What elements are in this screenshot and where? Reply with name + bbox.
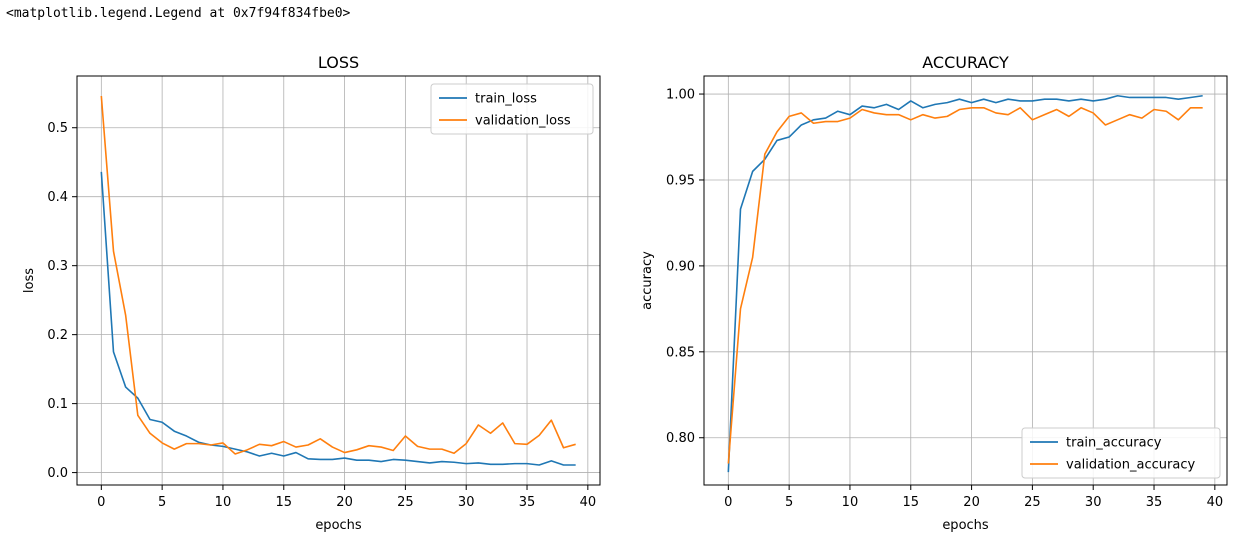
- x-tick-label: 40: [580, 495, 597, 510]
- chart-title: LOSS: [318, 53, 359, 72]
- series-line-train-accuracy: [727, 94, 1203, 473]
- y-axis-label: loss: [22, 268, 37, 293]
- loss-chart: 0 5 10 15 20 25 30 35 40 0.0 0.1 0.2 0.3 0.4 0.5 LOSS ep…: [22, 53, 601, 533]
- plot-frame: [703, 75, 1228, 486]
- y-tick-label: 0.0: [47, 466, 68, 481]
- x-tick-label: 30: [458, 495, 475, 510]
- series-line-train-loss: [100, 171, 576, 466]
- x-tick-label: 15: [275, 495, 292, 510]
- x-tick-label: 5: [785, 495, 793, 510]
- x-axis-label: epochs: [942, 518, 989, 533]
- x-tick-label: 0: [97, 495, 105, 510]
- y-tick-label: 0.90: [666, 259, 695, 274]
- x-tick-label: 20: [336, 495, 353, 510]
- x-tick-label: 5: [158, 495, 166, 510]
- x-tick-label: 20: [963, 495, 980, 510]
- chart-title: ACCURACY: [922, 53, 1009, 72]
- y-tick-label: 0.1: [47, 397, 68, 412]
- x-tick-label: 10: [215, 495, 232, 510]
- y-tick-label: 0.4: [47, 190, 68, 205]
- legend-label-train-loss: train_loss: [475, 92, 537, 107]
- cell-output-text: <matplotlib.legend.Legend at 0x7f94f834f…: [6, 6, 351, 21]
- x-tick-label: 35: [1146, 495, 1163, 510]
- y-tick-label: 1.00: [666, 88, 695, 103]
- y-tick-label: 0.95: [666, 173, 695, 188]
- x-tick-label: 30: [1085, 495, 1102, 510]
- y-axis-label: accuracy: [640, 251, 655, 310]
- legend-box: [430, 83, 594, 135]
- x-tick-label: 10: [842, 495, 859, 510]
- series-line-validation-accuracy: [727, 106, 1203, 464]
- x-tick-label: 35: [519, 495, 536, 510]
- y-tick-label: 0.85: [666, 345, 695, 360]
- plot-frame: [76, 75, 601, 486]
- legend-label-validation-accuracy: validation_accuracy: [1066, 458, 1195, 473]
- x-tick-label: 25: [397, 495, 414, 510]
- accuracy-chart: 0 5 10 15 20 25 30 35 40 0.80 0.85 0.90 0.95 1.00 ACCU…: [640, 53, 1228, 533]
- series-line-validation-loss: [100, 95, 576, 455]
- x-tick-label: 25: [1024, 495, 1041, 510]
- legend-label-validation-loss: validation_loss: [475, 114, 571, 129]
- legend-label-train-accuracy: train_accuracy: [1066, 436, 1162, 451]
- legend-box: [1021, 427, 1221, 479]
- x-tick-label: 15: [902, 495, 919, 510]
- y-tick-label: 0.2: [47, 328, 68, 343]
- y-tick-label: 0.5: [47, 121, 68, 136]
- x-tick-label: 40: [1207, 495, 1224, 510]
- y-tick-label: 0.3: [47, 259, 68, 274]
- y-tick-label: 0.80: [666, 431, 695, 446]
- x-axis-label: epochs: [315, 518, 362, 533]
- x-tick-label: 0: [724, 495, 732, 510]
